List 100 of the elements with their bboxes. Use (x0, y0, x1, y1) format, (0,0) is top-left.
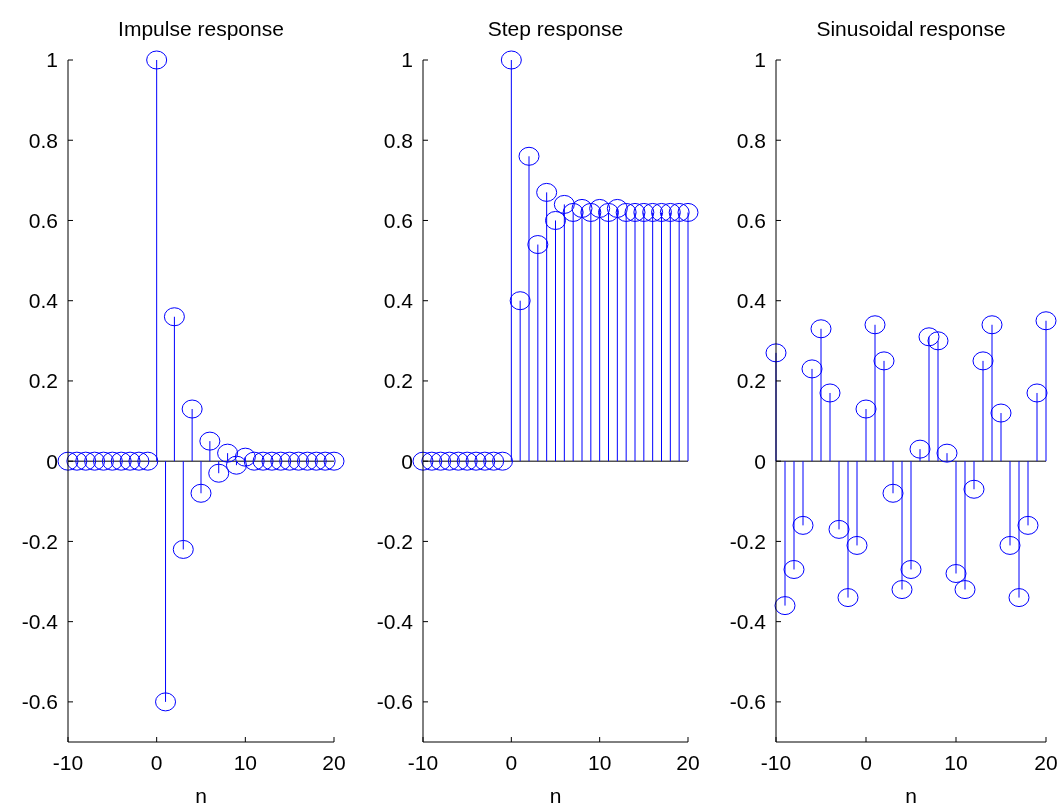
y-tick-label: -0.2 (376, 529, 413, 553)
point (447, 451, 469, 471)
point (288, 451, 310, 471)
point (927, 331, 949, 351)
y-tick-label: 0.8 (736, 128, 766, 152)
x-axis-title: n (549, 784, 562, 803)
point (1008, 588, 1030, 608)
point (270, 451, 292, 471)
point (651, 202, 672, 222)
point (553, 194, 575, 214)
point (536, 182, 558, 202)
point (146, 50, 168, 70)
point (119, 451, 141, 471)
point (562, 202, 584, 222)
point (580, 202, 602, 222)
point (518, 146, 540, 166)
point (606, 198, 628, 218)
point (981, 315, 1003, 335)
point (172, 539, 194, 559)
y-tick-label: 0 (754, 449, 766, 473)
point (864, 315, 886, 335)
point (659, 202, 681, 222)
y-tick-label: 1 (754, 48, 766, 72)
point (909, 439, 931, 459)
point (110, 451, 132, 471)
point (633, 202, 655, 222)
point (279, 451, 301, 471)
point (792, 515, 814, 535)
x-axis-title: n (195, 784, 207, 803)
y-tick-label: 1 (46, 48, 58, 72)
point (323, 451, 345, 471)
point (972, 351, 994, 371)
point (199, 431, 221, 451)
chart-title: Step response (487, 17, 624, 40)
y-tick-label: -0.6 (376, 690, 413, 714)
point (846, 535, 868, 555)
point (190, 483, 212, 503)
point (84, 451, 106, 471)
point (810, 319, 832, 339)
point (545, 210, 566, 230)
point (101, 451, 123, 471)
x-tick-label: 10 (233, 751, 258, 774)
y-tick-label: 0.2 (28, 369, 58, 393)
y-tick-label: 0.6 (383, 208, 413, 232)
y-tick-label: -0.2 (729, 529, 766, 553)
point (208, 463, 230, 483)
point (92, 451, 114, 471)
point (492, 451, 513, 471)
point (918, 327, 940, 347)
y-tick-label: -0.2 (21, 529, 58, 553)
point (819, 383, 841, 403)
point (509, 291, 531, 311)
point (891, 580, 913, 600)
point (774, 596, 796, 616)
point (642, 202, 664, 222)
y-tick-label: 0.6 (736, 208, 766, 232)
point (624, 202, 646, 222)
point (615, 202, 637, 222)
y-tick-label: 0.6 (28, 208, 58, 232)
point (598, 202, 619, 222)
chart-title: Impulse response (118, 17, 284, 40)
point (252, 451, 274, 471)
point (430, 451, 452, 471)
point (873, 351, 895, 371)
x-tick-label: 20 (676, 751, 700, 774)
point (155, 692, 177, 712)
x-tick-label: -10 (52, 751, 84, 774)
point (456, 451, 478, 471)
y-tick-label: 0.2 (383, 369, 413, 393)
point (57, 451, 79, 471)
point (128, 451, 150, 471)
y-tick-label: 0.4 (736, 289, 767, 313)
point (837, 588, 859, 608)
point (999, 535, 1021, 555)
point (855, 399, 877, 419)
point (261, 451, 283, 471)
point (677, 202, 699, 222)
point (954, 580, 976, 600)
point (571, 198, 593, 218)
point (828, 519, 850, 539)
point (412, 451, 434, 471)
point (439, 451, 460, 471)
point (936, 443, 958, 463)
y-tick-label: -0.6 (21, 690, 58, 714)
point (465, 451, 487, 471)
point (243, 451, 265, 471)
point (66, 451, 88, 471)
point (783, 559, 805, 579)
y-tick-label: 0.8 (28, 128, 58, 152)
x-tick-label: 0 (505, 751, 518, 774)
y-tick-label: -0.6 (729, 690, 766, 714)
x-axis-title: n (905, 784, 917, 803)
point (990, 403, 1012, 423)
point (882, 483, 904, 503)
x-tick-label: 0 (150, 751, 163, 774)
y-tick-label: 0 (401, 449, 413, 473)
x-tick-label: -10 (760, 751, 792, 774)
y-tick-label: -0.4 (21, 610, 59, 633)
point (474, 451, 496, 471)
point (421, 451, 443, 471)
